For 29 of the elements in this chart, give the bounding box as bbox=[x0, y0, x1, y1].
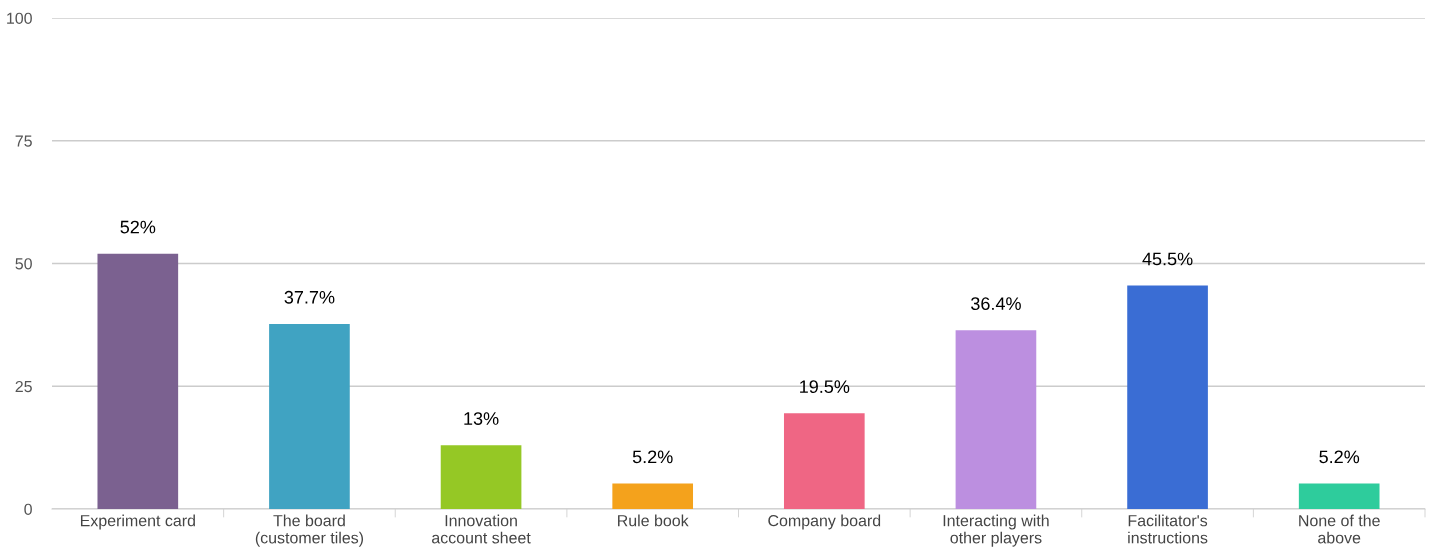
data-label: 19.5% bbox=[800, 380, 850, 394]
bar bbox=[612, 483, 694, 509]
y-tick-label: 0 bbox=[24, 503, 32, 515]
data-label: 52% bbox=[120, 220, 156, 234]
x-tick-label: Company board bbox=[768, 514, 881, 530]
bar bbox=[440, 445, 522, 509]
bar bbox=[955, 330, 1037, 509]
y-tick-label: 50 bbox=[15, 258, 32, 270]
data-label: 36.4% bbox=[971, 297, 1021, 311]
data-label: 45.5% bbox=[1142, 252, 1193, 266]
bar bbox=[1127, 285, 1208, 509]
bar bbox=[783, 413, 865, 509]
data-label: 13% bbox=[464, 412, 499, 425]
x-tick-label: Rule book bbox=[618, 514, 689, 527]
x-tick-label: The board (customer tiles) bbox=[255, 514, 364, 547]
y-tick-label: 100 bbox=[7, 12, 32, 24]
y-tick-label: 75 bbox=[15, 135, 32, 147]
data-label: 5.2% bbox=[1319, 450, 1360, 464]
x-tick-label: Interacting with other players bbox=[943, 514, 1049, 547]
bar bbox=[97, 253, 179, 509]
bar bbox=[269, 323, 350, 509]
x-tick-label: None of the above bbox=[1299, 514, 1380, 544]
x-tick-label: Facilitator's instructions bbox=[1128, 514, 1208, 544]
data-label: 37.7% bbox=[284, 290, 335, 304]
x-tick-label: Experiment card bbox=[80, 514, 195, 530]
bar bbox=[1298, 483, 1380, 509]
data-label: 5.2% bbox=[632, 450, 673, 464]
x-tick-label: Innovation account sheet bbox=[432, 514, 531, 544]
y-tick-label: 25 bbox=[15, 380, 32, 393]
